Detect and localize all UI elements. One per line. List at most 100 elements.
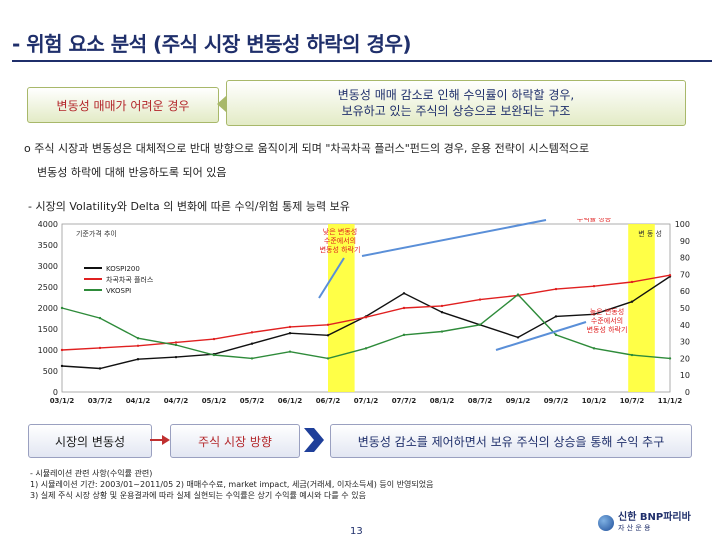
legend-entry: VKOSPI [106, 287, 131, 295]
line-chart: 0 500 1000 1500 2000 2500 3000 3500 4000 0 10 20 30 4… [38, 205, 690, 405]
annotation-pointer-2 [318, 257, 345, 299]
series-point-VKOSPI [212, 353, 216, 357]
footnote-line-3: 3) 실제 주식 시장 상황 및 운용결과에 따라 실제 실현되는 수익률은 상… [30, 491, 366, 500]
series-point-VKOSPI [516, 293, 520, 296]
series-point-VKOSPI [668, 357, 672, 360]
right-tick-label: 90 [680, 237, 690, 246]
series-point-KOSPI200 [326, 334, 330, 337]
x-tick-label: 03/7/2 [88, 397, 113, 405]
series-point-KOSPI200 [136, 358, 140, 361]
series-point-차곡차곡 플러스 [592, 284, 596, 288]
right-tick-label: 70 [680, 270, 690, 279]
annotation-text: 변동성 하락기 [320, 245, 361, 254]
x-tick-label: 03/1/2 [50, 397, 75, 405]
series-point-KOSPI200 [288, 332, 292, 335]
right-tick-label: 100 [675, 220, 690, 229]
series-point-KOSPI200 [440, 311, 444, 314]
highlight-period-0 [328, 224, 355, 392]
structure-box: 변동성 매매 감소로 인해 수익률이 하락할 경우, 보유하고 있는 주식의 상… [226, 80, 686, 126]
strategy-box: 변동성 감소를 제어하면서 보유 주식의 상승을 통해 수익 추구 [330, 424, 692, 458]
series-point-KOSPI200 [554, 315, 558, 318]
annotation-text: 낮은 변동성 [323, 227, 357, 236]
series-point-차곡차곡 플러스 [668, 274, 672, 277]
series-point-차곡차곡 플러스 [212, 337, 216, 341]
market-volatility-label: 시장의 변동성 [54, 434, 126, 449]
series-point-차곡차곡 플러스 [440, 304, 444, 308]
annotation-text: 수익률 상승 [577, 218, 612, 223]
left-connector-arrow [217, 96, 226, 112]
x-tick-label: 09/7/2 [544, 397, 569, 405]
right-tick-label: 0 [685, 388, 690, 397]
structure-line-1: 변동성 매매 감소로 인해 수익률이 하락할 경우, [337, 88, 575, 102]
right-tick-label: 40 [680, 321, 690, 330]
left-tick-label: 2500 [38, 283, 58, 292]
series-point-차곡차곡 플러스 [554, 287, 558, 291]
series-point-VKOSPI [326, 357, 330, 360]
series-point-차곡차곡 플러스 [60, 348, 64, 352]
series-point-VKOSPI [288, 350, 292, 353]
bottom-arrows [150, 428, 324, 452]
left-tick-label: 500 [43, 367, 58, 376]
right-tick-label: 80 [680, 254, 690, 263]
series-point-VKOSPI [478, 323, 482, 326]
series-point-KOSPI200 [250, 342, 254, 345]
right-tick-label: 60 [680, 287, 690, 296]
series-point-VKOSPI [630, 353, 634, 357]
bottom-row: 시장의 변동성 주식 시장 방향 변동성 감소를 제어하면서 보유 주식의 상승… [0, 424, 720, 460]
footnote: - 시뮬레이션 관련 사항(수익률 관련) 1) 시뮬레이션 기간: 2003/… [30, 468, 450, 501]
x-tick-label: 05/1/2 [202, 397, 227, 405]
legend-entry: KOSPI200 [106, 265, 140, 273]
chevron-right-icon [304, 428, 324, 452]
series-point-KOSPI200 [60, 364, 64, 368]
series-point-VKOSPI [402, 333, 406, 337]
annotation-pointer-1 [361, 219, 547, 257]
footnote-line-1: - 시뮬레이션 관련 사항(수익률 관련) [30, 469, 153, 478]
left-tick-label: 1000 [38, 346, 58, 355]
right-tick-label: 20 [680, 354, 690, 363]
series-point-KOSPI200 [98, 367, 102, 370]
title-rule [12, 60, 712, 62]
x-tick-label: 10/1/2 [582, 397, 607, 405]
right-tick-label: 50 [680, 304, 690, 313]
difficult-case-label: 변동성 매매가 어려운 경우 [56, 98, 190, 113]
series-point-차곡차곡 플러스 [174, 341, 178, 344]
left-axis-note: 기준가격 추이 [76, 229, 117, 238]
right-axis-note: 변 동 성 [638, 229, 662, 238]
x-tick-label: 11/1/2 [658, 397, 683, 405]
series-point-차곡차곡 플러스 [402, 306, 406, 310]
left-tick-label: 0 [53, 388, 58, 397]
x-tick-label: 07/7/2 [392, 397, 417, 405]
series-point-차곡차곡 플러스 [630, 280, 634, 284]
series-point-차곡차곡 플러스 [478, 298, 482, 301]
market-volatility-box: 시장의 변동성 [28, 424, 152, 458]
series-point-VKOSPI [136, 337, 140, 340]
series-point-차곡차곡 플러스 [250, 331, 254, 334]
series-point-VKOSPI [554, 333, 558, 337]
right-tick-label: 30 [680, 338, 690, 347]
series-point-VKOSPI [364, 347, 368, 350]
bullet-2: - 시장의 Volatility와 Delta 의 변화에 따른 수익/위험 통… [28, 200, 350, 213]
legend-entry: 차곡차곡 플러스 [106, 275, 154, 284]
logo-subname: 자 산 운 용 [618, 524, 651, 532]
left-tick-label: 3000 [38, 262, 58, 271]
series-point-차곡차곡 플러스 [288, 325, 292, 329]
footnote-line-2: 1) 시뮬레이션 기간: 2003/01~2011/05 2) 매매수수료, m… [30, 480, 434, 489]
plot-area [61, 223, 671, 393]
market-direction-box: 주식 시장 방향 [170, 424, 300, 458]
series-point-VKOSPI [592, 347, 596, 350]
annotation-pointer-3 [495, 321, 587, 351]
series-point-차곡차곡 플러스 [98, 346, 102, 350]
bullet-1-continued: 변동성 하락에 대해 반응하도록 되어 있음 [37, 166, 227, 179]
x-tick-label: 06/1/2 [278, 397, 303, 405]
left-tick-label: 1500 [38, 325, 58, 334]
market-direction-label: 주식 시장 방향 [198, 434, 272, 449]
series-point-VKOSPI [250, 357, 254, 360]
x-tick-label: 09/1/2 [506, 397, 531, 405]
highlight-period-1 [628, 224, 655, 392]
x-tick-label: 08/1/2 [430, 397, 455, 405]
annotation-text: 수준에서의 [591, 316, 623, 325]
left-tick-label: 2000 [38, 304, 58, 313]
x-tick-label: 06/7/2 [316, 397, 341, 405]
bullet-1: o 주식 시장과 변동성은 대체적으로 반대 방향으로 움직이게 되며 "차곡차… [24, 142, 590, 155]
